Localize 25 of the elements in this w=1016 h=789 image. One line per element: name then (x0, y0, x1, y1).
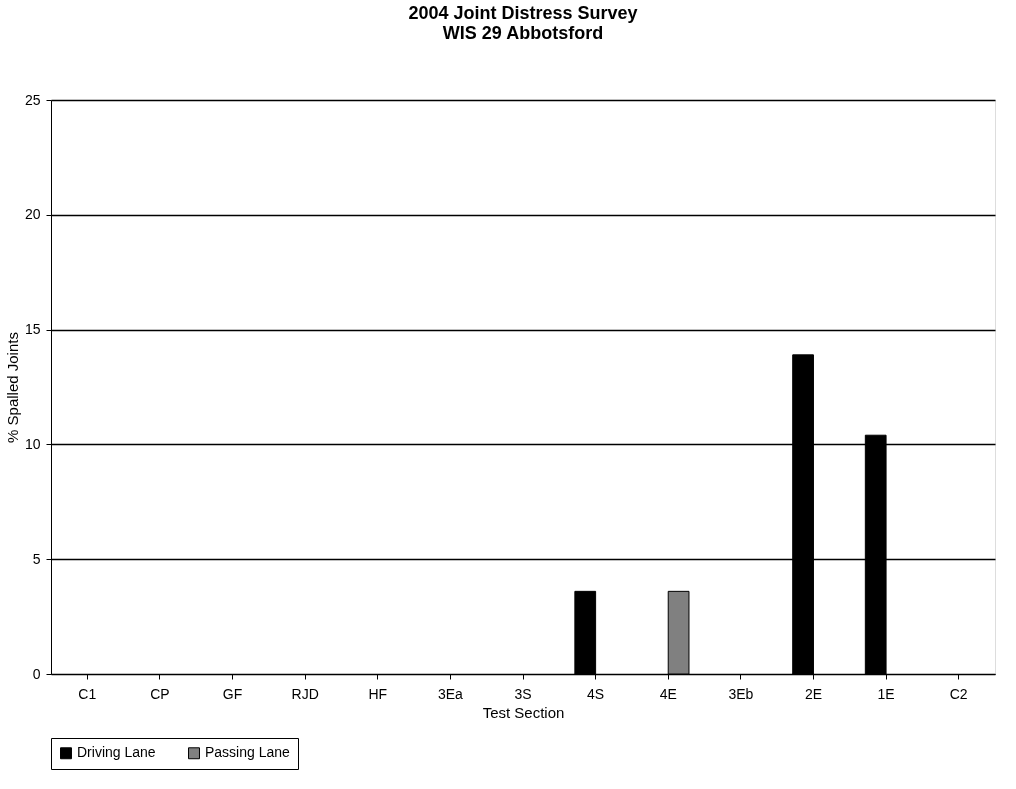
x-tick-label: 2E (804, 685, 823, 702)
x-tick-label: 4S (587, 685, 605, 702)
legend-label: Passing Lane (205, 744, 291, 761)
x-tick-label: CP (150, 685, 170, 702)
x-tick-label: 3S (514, 685, 532, 702)
text: 2004 Joint Distress Survey (408, 3, 638, 23)
x-tick-label: RJD (291, 685, 319, 702)
text: WIS 29 Abbotsford (442, 23, 604, 43)
x-tick-label: GF (222, 685, 243, 702)
x-tick-label: 4E (659, 685, 677, 702)
y-tick-label: 20 (24, 206, 41, 223)
x-tick-label: 3Ea (437, 685, 464, 702)
y-tick-label: 15 (24, 321, 41, 338)
x-tick-label: C2 (949, 685, 968, 702)
x-tick-label: 3Eb (728, 685, 754, 702)
x-axis-title: Test Section (482, 703, 565, 721)
y-tick-label: 0 (32, 665, 41, 682)
x-tick-label: C1 (78, 685, 97, 702)
x-tick-label: HF (368, 685, 388, 702)
x-tick-label: 1E (877, 685, 895, 702)
y-axis-title: % Spalled Joints (3, 332, 21, 443)
legend-label: Driving Lane (77, 744, 156, 761)
y-tick-label: 25 (24, 91, 41, 108)
y-tick-label: 10 (24, 435, 41, 452)
y-tick-label: 5 (32, 550, 41, 567)
